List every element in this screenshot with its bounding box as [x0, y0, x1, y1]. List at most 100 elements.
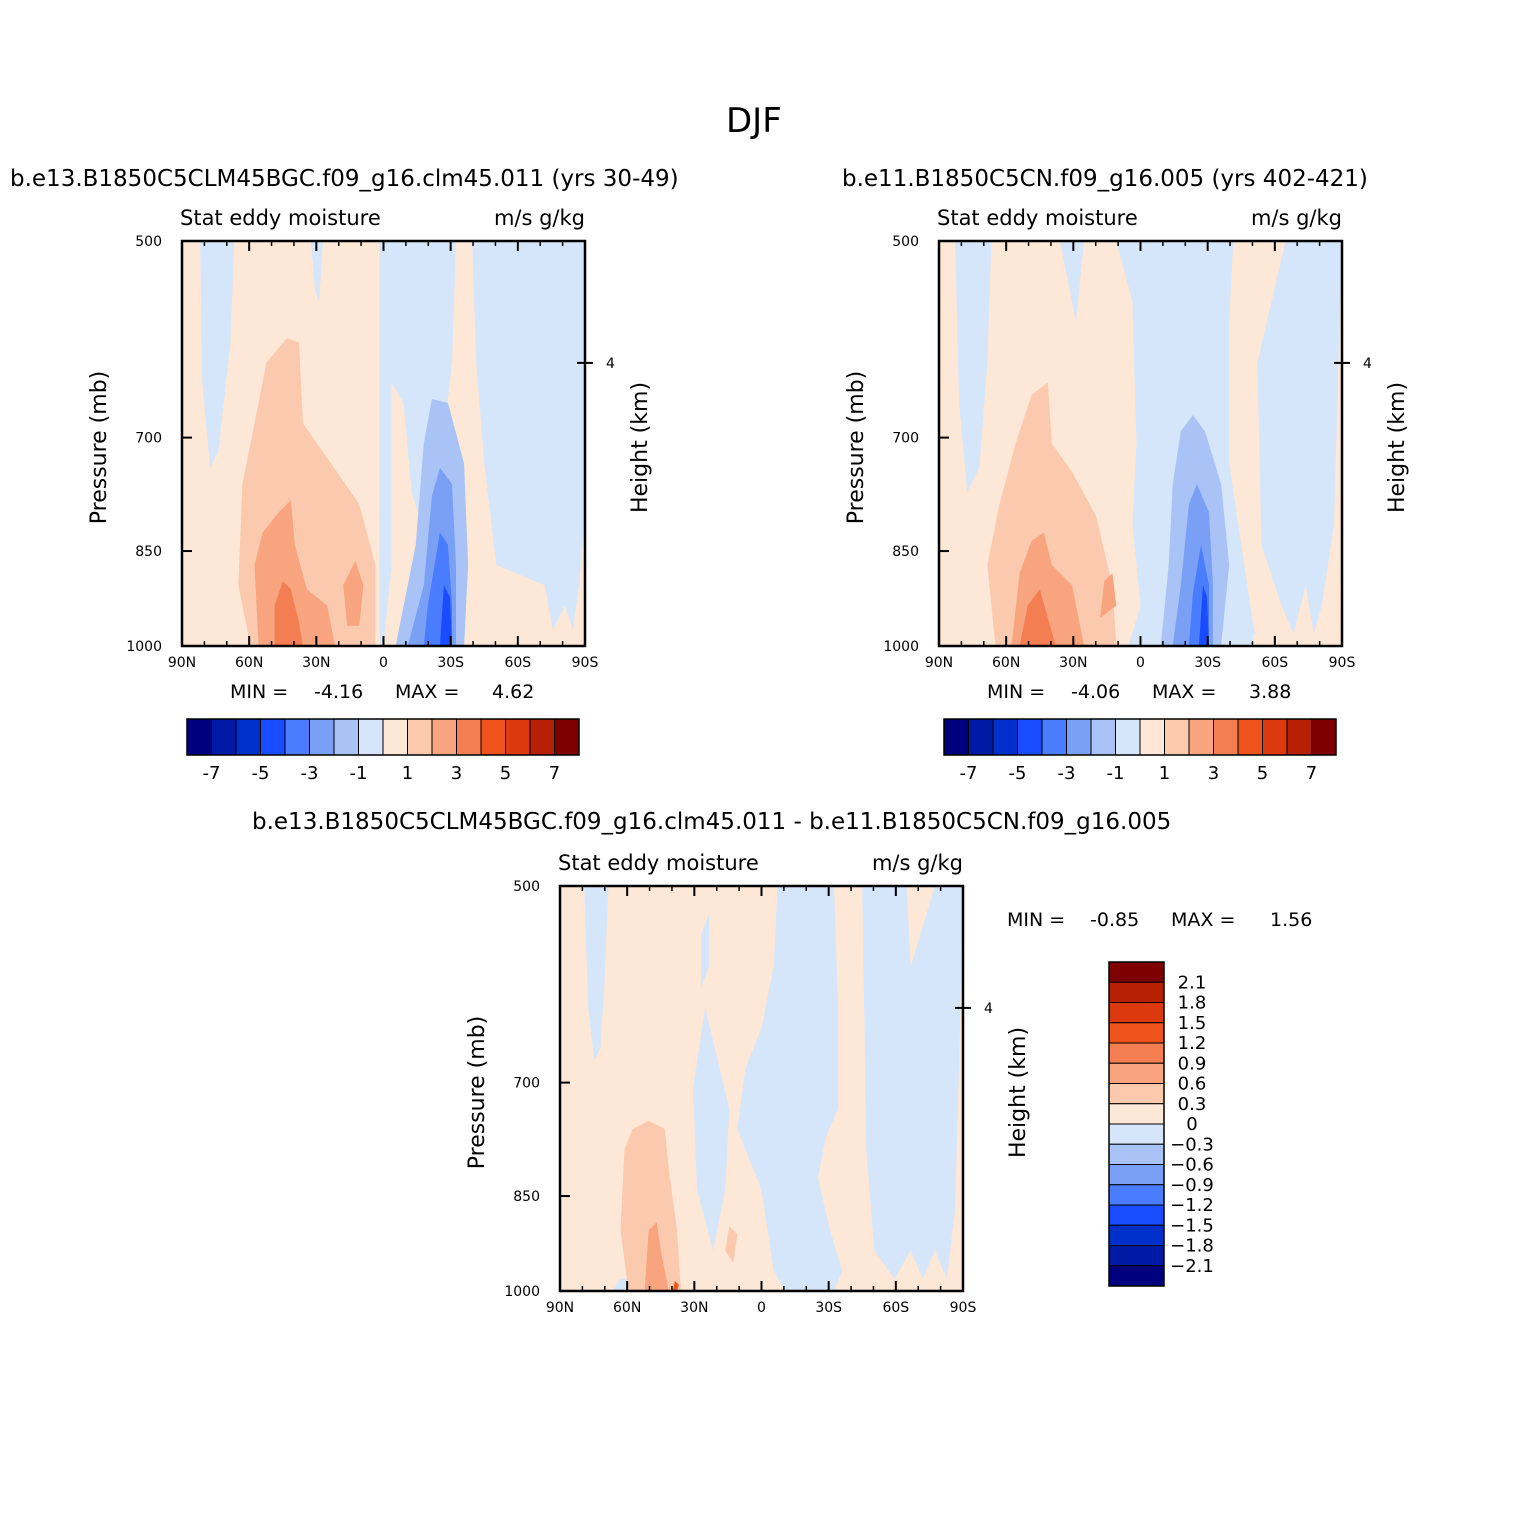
- colorbar-swatch: [1213, 718, 1239, 756]
- colorbar-tick-label: 5: [1257, 763, 1268, 784]
- contour-region: [862, 886, 963, 1279]
- x-tick-label: 90N: [925, 655, 953, 671]
- colorbar-tick-label: −1.8: [1170, 1236, 1214, 1257]
- colorbar-swatch: [992, 718, 1018, 756]
- contour-region: [874, 1278, 951, 1291]
- panel3-max-label: MAX =: [1171, 909, 1242, 931]
- y-axis-title: Pressure (mb): [87, 371, 112, 525]
- colorbar-swatch: [505, 718, 531, 756]
- x-tick-label: 30S: [437, 655, 464, 671]
- colorbar-swatch: [235, 718, 261, 756]
- colorbar-swatch: [260, 718, 286, 756]
- panel1-min-label: MIN =: [230, 681, 295, 703]
- colorbar-tick-label: -7: [960, 763, 978, 784]
- panel3-min-label: MIN =: [1007, 909, 1072, 931]
- colorbar-swatch: [309, 718, 335, 756]
- variable-label: Stat eddy moisture: [937, 206, 1138, 230]
- colorbar-swatch: [456, 718, 482, 756]
- colorbar-swatch: [431, 718, 457, 756]
- colorbar-tick-label: 7: [549, 763, 560, 784]
- colorbar-tick-label: 3: [1208, 763, 1219, 784]
- contour-region: [693, 1007, 730, 1251]
- x-tick-label: 60N: [235, 655, 263, 671]
- colorbar-swatch: [1164, 718, 1190, 756]
- colorbar-frame: [943, 718, 1337, 756]
- colorbar-tick-label: -1: [350, 763, 368, 784]
- colorbar-swatch: [1262, 718, 1288, 756]
- contour-region: [1019, 589, 1056, 646]
- y-axis-title: Pressure (mb): [465, 1016, 490, 1170]
- contour-region: [1059, 241, 1085, 322]
- colorbar-swatch: [529, 718, 555, 756]
- colorbar-swatch: [211, 718, 237, 756]
- contour-region: [672, 1280, 679, 1291]
- plot-panel-1: 90N 60N 30N 0 30S 60S 90S 500 700 850 1000 4 Pressur…: [87, 206, 653, 671]
- colorbar-swatch: [1108, 1042, 1165, 1064]
- contour-region: [644, 1222, 669, 1291]
- colorbar-swatch: [1188, 718, 1214, 756]
- contour-region: [701, 914, 710, 988]
- x-tick-label: 90S: [572, 655, 599, 671]
- colorbar-swatch: [1108, 1022, 1165, 1044]
- colorbar-2: -7 -5 -3 -1 1 3 5 7: [943, 718, 1337, 784]
- contour-region: [725, 1226, 738, 1263]
- colorbar-tick-label: 1.5: [1178, 1013, 1207, 1034]
- contour-region: [1253, 633, 1330, 646]
- colorbar-tick-label: 1: [402, 763, 413, 784]
- colorbar-tick-label: 2.1: [1178, 972, 1207, 993]
- colorbar-swatch: [1108, 1083, 1165, 1105]
- colorbar-swatch: [1108, 1245, 1165, 1267]
- colorbar-tick-label: 3: [451, 763, 462, 784]
- y-tick-label: 500: [892, 234, 919, 250]
- colorbar-swatch: [1286, 718, 1312, 756]
- colorbar-tick-label: 7: [1306, 763, 1317, 784]
- y-tick-label: 1000: [883, 639, 919, 655]
- y-axis-title: Pressure (mb): [844, 371, 869, 525]
- colorbar-swatch: [1066, 718, 1092, 756]
- colorbar-swatch: [1041, 718, 1067, 756]
- colorbar-swatch: [333, 718, 359, 756]
- y2-tick-label: 4: [606, 356, 615, 372]
- x-tick-label: 30N: [1059, 655, 1087, 671]
- y-tick-label: 700: [513, 1076, 540, 1092]
- y-tick-label: 700: [892, 431, 919, 447]
- y-tick-label: 500: [513, 879, 540, 895]
- x-tick-label: 0: [379, 655, 388, 671]
- colorbar-swatch: [1108, 1062, 1165, 1084]
- colorbar-swatch: [1108, 1164, 1165, 1186]
- contour-region: [1100, 573, 1117, 618]
- x-tick-label: 30S: [1194, 655, 1221, 671]
- colorbar-frame: [186, 718, 580, 756]
- y2-axis-title: Height (km): [1385, 382, 1410, 513]
- y-tick-label: 500: [135, 234, 162, 250]
- x-tick-label: 60S: [882, 1300, 909, 1316]
- colorbar-tick-label: -5: [1009, 763, 1027, 784]
- colorbar-tick-label: 1: [1159, 763, 1170, 784]
- units-label: m/s g/kg: [872, 851, 963, 875]
- figure-title: DJF: [726, 101, 782, 141]
- contour-region: [955, 241, 992, 493]
- colorbar-tick-label: 1.8: [1178, 993, 1207, 1014]
- panel1-max-value: 4.62: [492, 681, 535, 703]
- colorbar-tick-label: -3: [1058, 763, 1076, 784]
- contour-region: [439, 585, 452, 646]
- colorbar-swatch: [1108, 1204, 1165, 1226]
- panel1-max-label: MAX =: [395, 681, 466, 703]
- y2-tick-label: 4: [1363, 356, 1372, 372]
- colorbar-tick-label: 5: [500, 763, 511, 784]
- colorbar-tick-label: −0.6: [1170, 1155, 1214, 1176]
- contour-region: [200, 241, 235, 468]
- panel2-min-label: MIN =: [987, 681, 1052, 703]
- colorbar-tick-label: −2.1: [1170, 1256, 1214, 1277]
- x-tick-label: 90S: [1329, 655, 1356, 671]
- colorbar-3: 2.11.81.51.20.90.60.30−0.3−0.6−0.9−1.2−1…: [1108, 961, 1214, 1287]
- y-tick-label: 850: [135, 544, 162, 560]
- colorbar-swatch: [1108, 1224, 1165, 1246]
- colorbar-swatch: [382, 718, 408, 756]
- colorbar-tick-label: 0.3: [1178, 1094, 1207, 1115]
- contour-region: [343, 561, 364, 626]
- contour-region: [496, 633, 573, 646]
- colorbar-tick-label: −0.9: [1170, 1175, 1214, 1196]
- panel3-max-value: 1.56: [1270, 909, 1313, 931]
- panel2-max-label: MAX =: [1152, 681, 1223, 703]
